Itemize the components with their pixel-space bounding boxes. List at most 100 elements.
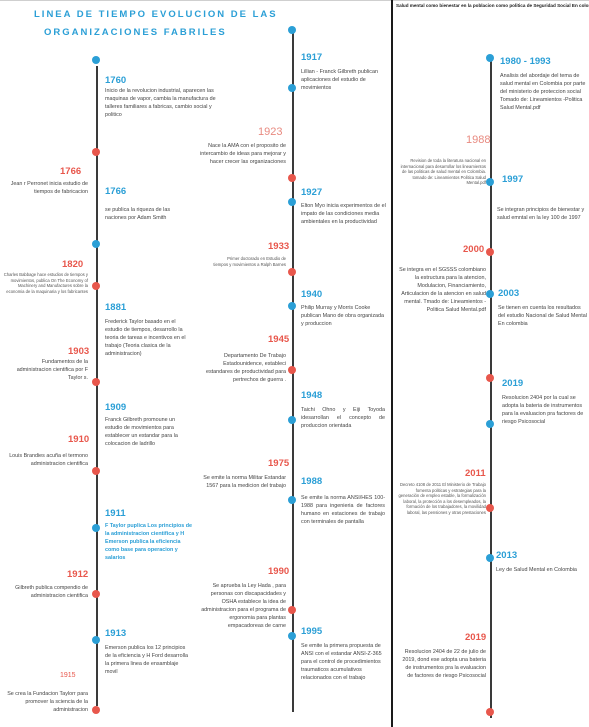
timeline-dot [288, 632, 296, 640]
timeline-line-col1 [96, 66, 98, 706]
timeline-dot [92, 282, 100, 290]
timeline-dot [486, 374, 494, 382]
event-year: 1912 [67, 569, 89, 580]
event-year: 1881 [105, 302, 127, 313]
event-text: Elton Myo inicia experimentos de el impa… [301, 203, 386, 225]
event-text: Analisis del abordaje del tema de salud … [500, 73, 586, 111]
timeline-dot [486, 54, 494, 62]
event-year: 1909 [105, 402, 127, 413]
event-text: Primer doctorado en Estudio de tiempos y… [213, 256, 286, 267]
event-text: Se integra en el SGSSS colombiano la est… [399, 267, 486, 313]
event-text: Frederick Taylor basado en el estudio de… [105, 319, 186, 357]
timeline-dot [486, 504, 494, 512]
section-divider [391, 0, 393, 727]
event-text: Fundamentos de la administracion cientif… [16, 359, 88, 381]
event-text: Se crea la Fundacion Taylorr para promov… [7, 691, 88, 713]
event-text: Gilbreth publica compendio de administra… [15, 585, 88, 599]
event-year: 2000 [463, 244, 485, 255]
timeline-dot [486, 248, 494, 256]
event-year: 2013 [496, 550, 518, 561]
top-border [0, 0, 589, 1]
timeline-dot [288, 268, 296, 276]
event-year: 1917 [301, 52, 323, 63]
event-text: Franck Gilbreth promoune un estudio de m… [105, 417, 178, 447]
timeline-dot [288, 84, 296, 92]
right-title: Salud mental como bienestar en la poblac… [396, 3, 589, 8]
event-year: 1760 [105, 75, 127, 86]
timeline-dot [288, 606, 296, 614]
event-year: 1933 [268, 241, 290, 252]
event-text: Louis Brandies acuña el termono administ… [9, 453, 88, 467]
event-year: 2003 [498, 288, 520, 299]
event-year: 1766 [60, 166, 82, 177]
timeline-dot [92, 467, 100, 475]
event-year: 1923 [258, 126, 283, 138]
event-text: se publica la riqueza de las naciones po… [105, 207, 171, 221]
event-year: 1990 [268, 566, 290, 577]
event-year: 2019 [465, 632, 487, 643]
event-year: 1980 - 1993 [500, 56, 551, 67]
event-text: Se emite la norma Militar Estandar 1567 … [203, 475, 286, 489]
event-text: Taichi Ohno y Eiji Toyoda idesarrollan e… [301, 407, 385, 429]
timeline-dot [288, 496, 296, 504]
event-year: 2011 [465, 468, 486, 479]
event-year: 1988 [466, 134, 491, 146]
timeline-dot [486, 420, 494, 428]
timeline-dot [92, 378, 100, 386]
timeline-dot [288, 366, 296, 374]
event-text: Departamento De Trabajo Estadounidence, … [205, 353, 286, 383]
event-text: Se emite la primera propuesta de ANSI co… [301, 643, 382, 681]
event-year: 1988 [301, 476, 323, 487]
event-text: Ley de Salud Mental en Colombia [496, 567, 577, 573]
event-year: 1766 [105, 186, 127, 197]
timeline-dot [288, 416, 296, 424]
event-year: 1915 [60, 672, 76, 679]
event-text: Inicio de la revolucion industrial, apar… [105, 88, 216, 118]
event-year: 1995 [301, 626, 323, 637]
event-text: F Taylor puplica Los principios de la ad… [105, 523, 193, 561]
timeline-dot [288, 302, 296, 310]
event-year: 1820 [62, 259, 84, 270]
left-title-line2: ORGANIZACIONES FABRILES [44, 27, 227, 38]
event-text: Resolucion 2404 de 22 de julio de 2019, … [402, 649, 486, 679]
event-text: Decreto 4108 de 2011 El Ministerio de Tr… [398, 482, 486, 515]
event-year: 1975 [268, 458, 290, 469]
event-year: 1940 [301, 289, 323, 300]
event-text: Revision de toda la literatura nacional … [400, 158, 486, 186]
timeline-dot [486, 290, 494, 298]
timeline-dot [92, 590, 100, 598]
event-year: 1927 [301, 187, 323, 198]
event-text: Nace la AMA con el proposito de intercam… [200, 143, 286, 165]
timeline-dot [92, 706, 100, 714]
timeline-dot [92, 240, 100, 248]
timeline-dot [92, 56, 100, 64]
event-text: Se emite la norma ANSI/HES 100-1988 para… [301, 495, 385, 525]
timeline-dot [92, 148, 100, 156]
timeline-dot [92, 636, 100, 644]
event-year: 1997 [502, 174, 524, 185]
timeline-dot [486, 708, 494, 716]
event-text: Jean r Perronet inicia estudio de tiempo… [10, 181, 88, 195]
event-year: 1911 [105, 508, 126, 519]
event-text: Se integran principios de bienestar y sa… [497, 207, 585, 221]
event-text: Charles Babbage hace estudios de tiempos… [3, 272, 88, 294]
event-year: 1913 [105, 628, 127, 639]
event-text: Resolucion 2404 por la cual se adopta la… [502, 395, 584, 425]
event-year: 2019 [502, 378, 524, 389]
timeline-dot [92, 524, 100, 532]
event-text: Se tienen en cuenta los resultados del e… [498, 305, 588, 327]
timeline-dot [288, 26, 296, 34]
event-year: 1910 [68, 434, 90, 445]
left-title-line1: LINEA DE TIEMPO EVOLUCION DE LAS [34, 9, 278, 20]
event-text: Philip Murray y Morris Cooke publican Ma… [301, 305, 385, 327]
event-text: Lillian - Franck Gilbreth publican aplic… [301, 69, 379, 91]
event-text: Se aprueba la Ley Hada , para personas c… [201, 583, 286, 629]
event-year: 1945 [268, 334, 290, 345]
timeline-dot [288, 198, 296, 206]
event-text: Emerson publica los 12 principios de la … [105, 645, 188, 675]
timeline-dot [486, 554, 494, 562]
event-year: 1903 [68, 346, 90, 357]
timeline-line-col3 [490, 60, 492, 718]
event-year: 1948 [301, 390, 323, 401]
timeline-dot [486, 178, 494, 186]
